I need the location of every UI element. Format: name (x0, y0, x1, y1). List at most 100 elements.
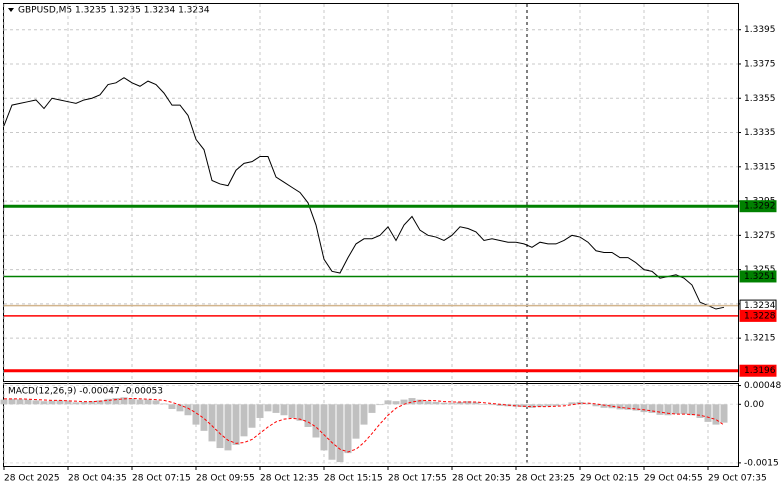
macd-bar (224, 404, 232, 451)
level-label-box (739, 309, 777, 322)
macd-bar (160, 403, 168, 405)
macd-bar (288, 404, 296, 418)
macd-bar (664, 404, 672, 416)
macd-bar (584, 403, 592, 405)
macd-bar (544, 404, 552, 407)
macd-bar (232, 404, 240, 445)
y-tick-label: 1.3315 (744, 162, 776, 172)
y-tick-label: 1.3275 (744, 231, 776, 241)
macd-bar (496, 404, 504, 406)
macd-bar (200, 404, 208, 431)
macd-bar (104, 398, 112, 405)
x-tick-label: 29 Oct 07:35 (708, 474, 767, 484)
macd-bar (408, 398, 416, 405)
macd-bar (536, 404, 544, 407)
chart-icon (8, 8, 14, 12)
macd-bar (40, 401, 48, 405)
macd-bar (440, 402, 448, 405)
level-label: 1.3196 (744, 366, 776, 376)
level-label: 1.3292 (744, 202, 776, 212)
macd-bar (240, 404, 248, 437)
x-tick-label: 28 Oct 15:15 (324, 474, 383, 484)
macd-bar (136, 399, 144, 405)
macd-bar (96, 400, 104, 405)
macd-bar (680, 404, 688, 415)
macd-bar (88, 401, 96, 405)
y-tick-label: 0.00 (744, 400, 764, 410)
macd-bar (432, 401, 440, 405)
macd-bar (152, 400, 160, 405)
macd-bar (528, 404, 536, 408)
macd-bar (64, 401, 72, 405)
macd-bar (352, 404, 360, 439)
x-tick-label: 28 Oct 23:25 (516, 474, 575, 484)
level-label-box (739, 200, 777, 213)
macd-bar (184, 404, 192, 416)
macd-bar (600, 404, 608, 408)
signal-line (4, 397, 725, 453)
macd-title: MACD(12,26,9) -0.00047 -0.00053 (8, 387, 163, 397)
macd-bar (272, 404, 280, 413)
macd-bar (176, 404, 184, 412)
macd-bar (264, 404, 272, 412)
macd-bar (720, 404, 728, 423)
macd-bar (568, 402, 576, 405)
macd-bar (336, 404, 344, 463)
level-label-box (739, 270, 777, 283)
macd-bar (368, 404, 376, 413)
y-tick-label: 1.3395 (744, 25, 776, 35)
x-tick-label: 28 Oct 04:35 (68, 474, 127, 484)
x-tick-label: 29 Oct 04:55 (644, 474, 703, 484)
macd-bar (312, 404, 320, 438)
macd-bar (112, 398, 120, 405)
macd-bar (128, 398, 136, 405)
macd-bar (280, 404, 288, 416)
x-tick-label: 28 Oct 20:35 (452, 474, 511, 484)
macd-bar (640, 404, 648, 413)
macd-bar (392, 401, 400, 405)
macd-bar (328, 404, 336, 460)
level-label: 1.3251 (744, 272, 776, 282)
y-tick-label: -0.0015 (744, 458, 779, 468)
macd-bar (216, 404, 224, 449)
macd-bar (656, 404, 664, 415)
macd-bar (80, 401, 88, 405)
macd-bar (696, 404, 704, 418)
y-tick-label: 1.3255 (744, 265, 776, 275)
macd-bar (296, 404, 304, 421)
macd-bar (320, 404, 328, 451)
macd-bar (0, 399, 8, 405)
macd-bar (400, 399, 408, 405)
macd-bar (472, 402, 480, 405)
macd-bar (512, 404, 520, 407)
level-label: 1.3228 (744, 311, 776, 321)
macd-bar (448, 403, 456, 405)
macd-bar (24, 399, 32, 405)
macd-bar (32, 400, 40, 405)
macd-bar (424, 401, 432, 405)
macd-bar (208, 404, 216, 442)
macd-bar (192, 404, 200, 425)
level-label: 1.3234 (744, 301, 776, 311)
macd-bar (48, 400, 56, 405)
price-line (3, 77, 725, 310)
macd-bar (8, 398, 16, 405)
macd-bar (608, 404, 616, 409)
macd-bar (488, 404, 496, 406)
macd-bar (168, 404, 176, 409)
x-tick-label: 29 Oct 02:15 (580, 474, 639, 484)
macd-bar (360, 404, 368, 425)
x-tick-label: 28 Oct 17:55 (388, 474, 447, 484)
macd-bar (560, 404, 568, 405)
x-tick-label: 28 Oct 07:15 (132, 474, 191, 484)
macd-bar (304, 404, 312, 427)
macd-bar (688, 404, 696, 416)
level-label-box (739, 364, 777, 377)
macd-bar (56, 400, 64, 405)
y-tick-label: 1.3375 (744, 59, 776, 69)
macd-bar (416, 399, 424, 405)
macd-bar (672, 404, 680, 415)
y-tick-label: 1.3355 (744, 94, 776, 104)
x-tick-label: 28 Oct 2025 (4, 474, 60, 484)
